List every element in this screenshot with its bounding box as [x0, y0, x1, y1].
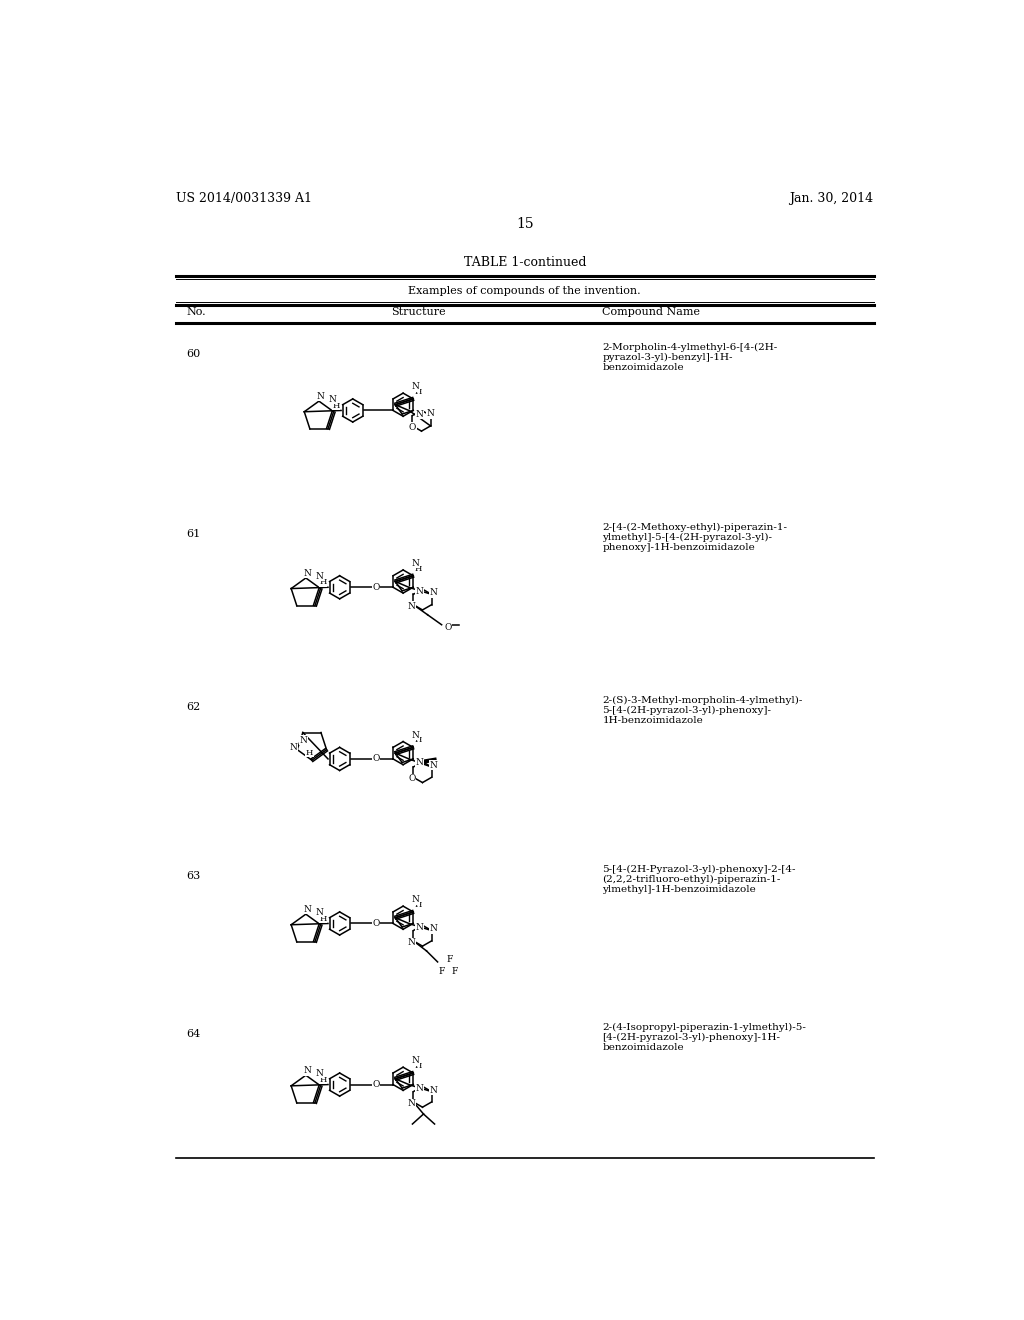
Text: H: H [319, 578, 327, 586]
Text: O: O [373, 919, 380, 928]
Text: Examples of compounds of the invention.: Examples of compounds of the invention. [409, 286, 641, 296]
Text: F: F [446, 956, 454, 964]
Text: N: N [416, 923, 423, 932]
Text: O: O [409, 422, 416, 432]
Text: 15: 15 [516, 216, 534, 231]
Text: 62: 62 [186, 702, 201, 711]
Text: N: N [412, 558, 420, 568]
Text: H: H [414, 388, 422, 396]
Text: Structure: Structure [391, 308, 446, 318]
Text: H: H [414, 565, 422, 573]
Text: (2,2,2-trifluoro-ethyl)-piperazin-1-: (2,2,2-trifluoro-ethyl)-piperazin-1- [602, 875, 780, 884]
Text: N: N [429, 589, 437, 597]
Text: 2-[4-(2-Methoxy-ethyl)-piperazin-1-: 2-[4-(2-Methoxy-ethyl)-piperazin-1- [602, 523, 787, 532]
Text: 5-[4-(2H-pyrazol-3-yl)-phenoxy]-: 5-[4-(2H-pyrazol-3-yl)-phenoxy]- [602, 706, 771, 715]
Text: 5-[4-(2H-Pyrazol-3-yl)-phenoxy]-2-[4-: 5-[4-(2H-Pyrazol-3-yl)-phenoxy]-2-[4- [602, 866, 796, 874]
Text: N: N [416, 1084, 423, 1093]
Text: N: N [315, 572, 323, 581]
Text: benzoimidazole: benzoimidazole [602, 1043, 684, 1052]
Text: 60: 60 [186, 350, 201, 359]
Text: phenoxy]-1H-benzoimidazole: phenoxy]-1H-benzoimidazole [602, 543, 755, 552]
Text: N: N [408, 602, 416, 611]
Text: US 2014/0031339 A1: US 2014/0031339 A1 [176, 191, 312, 205]
Text: H: H [319, 915, 327, 923]
Text: Compound Name: Compound Name [602, 308, 700, 318]
Text: H: H [319, 1076, 327, 1084]
Text: benzoimidazole: benzoimidazole [602, 363, 684, 372]
Text: [4-(2H-pyrazol-3-yl)-phenoxy]-1H-: [4-(2H-pyrazol-3-yl)-phenoxy]-1H- [602, 1034, 780, 1043]
Text: N: N [416, 409, 423, 418]
Text: N: N [408, 1100, 416, 1107]
Text: N: N [412, 895, 420, 904]
Text: F: F [438, 966, 444, 975]
Text: N: N [316, 392, 325, 401]
Text: N: N [303, 1067, 311, 1074]
Text: O: O [373, 583, 380, 591]
Text: N: N [315, 908, 323, 917]
Text: H: H [332, 401, 340, 409]
Text: N: N [328, 395, 336, 404]
Text: 61: 61 [186, 529, 201, 539]
Text: N: N [412, 1056, 420, 1065]
Text: N: N [416, 586, 423, 595]
Text: N: N [429, 760, 437, 770]
Text: pyrazol-3-yl)-benzyl]-1H-: pyrazol-3-yl)-benzyl]-1H- [602, 354, 733, 362]
Text: N: N [427, 409, 434, 418]
Text: 2-(4-Isopropyl-piperazin-1-ylmethyl)-5-: 2-(4-Isopropyl-piperazin-1-ylmethyl)-5- [602, 1023, 806, 1032]
Text: N: N [416, 758, 423, 767]
Text: H: H [414, 902, 422, 909]
Text: 2-Morpholin-4-ylmethyl-6-[4-(2H-: 2-Morpholin-4-ylmethyl-6-[4-(2H- [602, 343, 777, 352]
Text: ylmethyl]-1H-benzoimidazole: ylmethyl]-1H-benzoimidazole [602, 886, 756, 894]
Text: O: O [373, 1080, 380, 1089]
Text: N: N [408, 939, 416, 946]
Text: 63: 63 [186, 871, 201, 882]
Text: N: N [412, 381, 420, 391]
Text: No.: No. [186, 308, 206, 318]
Text: TABLE 1-continued: TABLE 1-continued [464, 256, 586, 269]
Text: N: N [315, 1069, 323, 1078]
Text: ylmethyl]-5-[4-(2H-pyrazol-3-yl)-: ylmethyl]-5-[4-(2H-pyrazol-3-yl)- [602, 533, 772, 541]
Text: H: H [306, 748, 313, 756]
Text: N: N [412, 730, 420, 739]
Text: H: H [414, 1063, 422, 1071]
Text: F: F [452, 968, 458, 977]
Text: 64: 64 [186, 1030, 201, 1039]
Text: N: N [429, 924, 437, 933]
Text: N: N [299, 737, 307, 744]
Text: O: O [444, 623, 452, 631]
Text: O: O [373, 755, 380, 763]
Text: 2-(S)-3-Methyl-morpholin-4-ylmethyl)-: 2-(S)-3-Methyl-morpholin-4-ylmethyl)- [602, 696, 803, 705]
Text: 1H-benzoimidazole: 1H-benzoimidazole [602, 715, 703, 725]
Text: N: N [303, 906, 311, 913]
Text: N: N [429, 1085, 437, 1094]
Text: Jan. 30, 2014: Jan. 30, 2014 [790, 191, 873, 205]
Text: O: O [409, 775, 416, 783]
Text: H: H [414, 737, 422, 744]
Text: N: N [303, 569, 311, 578]
Text: N: N [290, 743, 297, 752]
